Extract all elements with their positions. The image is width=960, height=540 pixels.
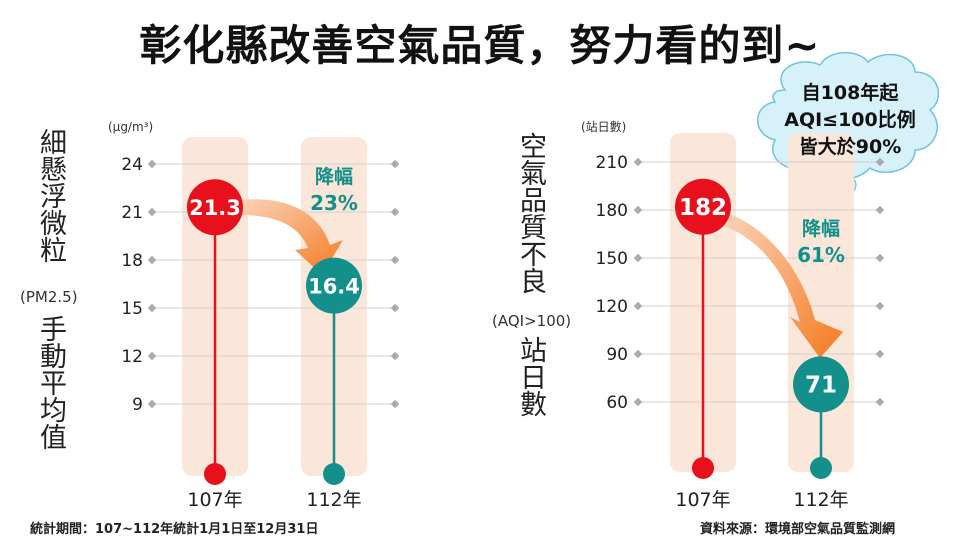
tick-diamond-right (390, 399, 400, 409)
left-axis-title-pm25: (PM2.5) (20, 288, 78, 306)
x-category-label: 112年 (793, 489, 848, 511)
x-category-label: 107年 (675, 489, 730, 511)
tick-diamond-left (633, 157, 643, 167)
tick-diamond-left (147, 207, 157, 217)
y-tick-label: 12 (121, 347, 143, 367)
tick-diamond-right (875, 349, 885, 359)
lollipop-head (306, 257, 362, 314)
tick-diamond-right (875, 253, 885, 263)
right-axis-title-bottom: 站日數 (515, 336, 546, 417)
tick-diamond-right (875, 397, 885, 407)
callout-line-1: 自108年起 (801, 82, 899, 104)
value-label: 16.4 (308, 275, 360, 299)
tick-diamond-left (147, 303, 157, 313)
right-axis-title-top: 空氣品質不良 (515, 132, 546, 294)
tick-diamond-left (633, 253, 643, 263)
lollipop-head (187, 179, 243, 236)
y-tick-label: 150 (596, 249, 628, 269)
x-category-label: 107年 (187, 489, 242, 511)
value-label: 182 (679, 195, 727, 221)
value-label: 21.3 (189, 196, 241, 220)
y-tick-label: 21 (121, 203, 143, 223)
tick-diamond-right (390, 351, 400, 361)
footer-source: 資料來源：環境部空氣品質監測網 (700, 522, 896, 537)
change-label: 降幅 (315, 165, 353, 188)
tick-diamond-right (390, 303, 400, 313)
lollipop-head (675, 178, 731, 235)
tick-diamond-right (875, 205, 885, 215)
tick-diamond-left (633, 397, 643, 407)
tick-diamond-right (875, 301, 885, 311)
change-value: 61% (797, 243, 845, 267)
y-tick-label: 90 (606, 345, 628, 365)
lollipop-base-dot (323, 463, 345, 485)
page-title: 彰化縣改善空氣品質，努力看的到~ (139, 21, 821, 70)
change-label: 降幅 (802, 217, 840, 240)
tick-diamond-left (147, 159, 157, 169)
tick-diamond-left (633, 349, 643, 359)
lollipop-base-dot (204, 463, 226, 485)
tick-diamond-left (147, 399, 157, 409)
y-tick-label: 180 (596, 201, 628, 221)
y-tick-label: 9 (132, 395, 143, 415)
x-category-label: 112年 (306, 489, 361, 511)
callout-line-3: 皆大於90% (798, 136, 902, 158)
tick-diamond-right (390, 255, 400, 265)
left-axis-title-bottom: 手動平均值 (35, 315, 66, 450)
lollipop-head (793, 356, 849, 413)
tick-diamond-right (390, 207, 400, 217)
y-tick-label: 60 (606, 393, 628, 413)
unit-label: (站日數) (581, 120, 626, 134)
chart-pm25: (μg/m³) 24 21 18 15 12 9 21.3 107年 16.4 112年 降幅 23% (108, 120, 400, 511)
y-tick-label: 210 (596, 153, 628, 173)
footer-period: 統計期間：107~112年統計1月1日至12月31日 (30, 522, 319, 537)
decrease-arrow (240, 199, 343, 275)
tick-diamond-left (147, 351, 157, 361)
unit-label: (μg/m³) (108, 120, 153, 134)
right-axis-title-aqi: (AQI>100) (492, 312, 572, 330)
tick-diamond-right (390, 159, 400, 169)
callout-text: 自108年起 AQI≤100比例 皆大於90% (770, 80, 930, 161)
tick-diamond-left (147, 255, 157, 265)
y-tick-label: 24 (121, 155, 143, 175)
y-tick-label: 18 (121, 251, 143, 271)
lollipop-base-dot (692, 457, 714, 479)
left-axis-title-top: 細懸浮微粒 (35, 128, 66, 263)
lollipop-base-dot (810, 457, 832, 479)
callout-line-2: AQI≤100比例 (784, 109, 916, 131)
change-value: 23% (310, 191, 358, 215)
chart-aqi-days: (站日數) 210 180 150 120 90 60 182 107年 71 112年 降幅 61% (581, 120, 885, 511)
value-label: 71 (805, 372, 837, 398)
y-tick-label: 15 (121, 299, 143, 319)
y-tick-label: 120 (596, 297, 628, 317)
tick-diamond-left (633, 205, 643, 215)
decrease-arrow (725, 212, 843, 358)
tick-diamond-left (633, 301, 643, 311)
